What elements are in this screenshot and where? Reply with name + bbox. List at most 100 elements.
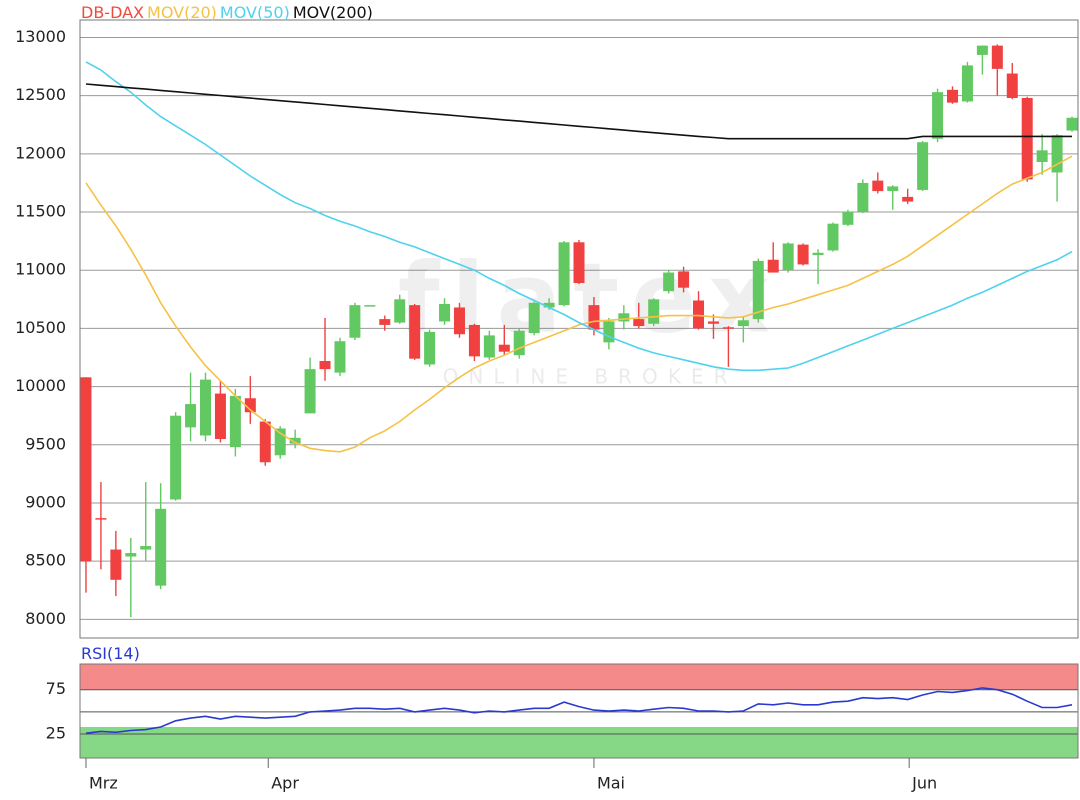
x-tick-label: Mai — [597, 774, 625, 793]
candle-body — [185, 404, 197, 428]
candle-body — [618, 313, 630, 322]
line — [85, 155, 1073, 453]
line — [85, 687, 1073, 734]
legend-entry: MOV(200) — [292, 3, 373, 22]
candle-body — [737, 320, 749, 327]
x-tick-label: Apr — [271, 774, 299, 793]
candle-body — [1036, 150, 1048, 162]
candle-body — [155, 508, 167, 586]
candle-body — [80, 377, 92, 562]
y-tick-label: 12500 — [15, 85, 66, 104]
candle-body — [319, 361, 331, 370]
candle-body — [379, 319, 391, 325]
watermark: flatex — [398, 242, 782, 354]
y-tick-label: 75 — [46, 679, 66, 698]
candle-body — [394, 299, 406, 323]
candle-body — [707, 321, 719, 324]
candle-body — [991, 45, 1003, 69]
candle-body — [244, 398, 256, 413]
y-tick-label: 10500 — [15, 318, 66, 337]
candle-body — [1051, 135, 1063, 173]
candle-body — [1066, 117, 1078, 131]
y-tick-label: 9500 — [25, 434, 66, 453]
candle-body — [453, 307, 465, 335]
candle-body — [812, 252, 824, 256]
candle-body — [932, 92, 944, 139]
candle-body — [439, 303, 451, 322]
candle-body — [693, 300, 705, 329]
candle-body — [961, 65, 973, 102]
legend-entry: RSI(14) — [81, 644, 140, 663]
candle-body — [797, 244, 809, 265]
y-tick-label: 11500 — [15, 202, 66, 221]
candle-body — [842, 212, 854, 225]
candle-body — [304, 369, 316, 414]
candle-body — [588, 305, 600, 330]
candle-body — [976, 45, 988, 55]
candle-body — [349, 305, 361, 338]
y-tick-label: 8500 — [25, 551, 66, 570]
legend: RSI(14) — [81, 645, 143, 663]
candle-body — [827, 223, 839, 251]
candle-body — [947, 89, 959, 103]
candle-body — [857, 182, 869, 213]
candle-body — [334, 341, 346, 373]
candle-body — [648, 299, 660, 324]
plot-border — [79, 19, 1079, 639]
y-tick-label: 8000 — [25, 609, 66, 628]
candle-body — [573, 242, 585, 284]
candle-body — [1006, 73, 1018, 98]
candle-body — [917, 142, 929, 190]
candle-body — [214, 393, 226, 439]
candle-body — [767, 259, 779, 273]
candle-body — [125, 553, 137, 557]
candle-body — [872, 180, 884, 192]
candle-body — [498, 344, 510, 352]
candle-body — [364, 305, 376, 307]
legend: DB-DAX MOV(20) MOV(50) MOV(200) — [81, 4, 376, 22]
y-tick-label: 13000 — [15, 27, 66, 46]
candle-body — [424, 331, 436, 365]
y-tick-label: 11000 — [15, 260, 66, 279]
candle-body — [170, 415, 182, 500]
legend-entry: MOV(20) — [147, 3, 217, 22]
candle-body — [543, 302, 555, 308]
candle-body — [483, 335, 495, 358]
line — [85, 83, 1072, 140]
candle-body — [289, 437, 301, 444]
legend-entry: DB-DAX — [81, 3, 145, 22]
candle-body — [633, 319, 645, 327]
candle-body — [199, 379, 211, 436]
candle-body — [558, 242, 570, 306]
plot-border — [79, 663, 1079, 759]
y-tick-label: 10000 — [15, 376, 66, 395]
candle-body — [229, 395, 241, 448]
line — [85, 61, 1073, 372]
candle-body — [663, 272, 675, 292]
y-tick-label: 9000 — [25, 492, 66, 511]
zone — [80, 664, 1078, 690]
watermark-sub: ONLINE BROKER — [443, 365, 738, 389]
candle-body — [110, 549, 122, 580]
candle-body — [887, 186, 899, 192]
legend-entry: MOV(50) — [219, 3, 290, 22]
candle-body — [513, 330, 525, 356]
candle-body — [1021, 97, 1033, 180]
plot-area — [80, 20, 1078, 638]
candle-body — [468, 324, 480, 357]
candle-body — [95, 518, 107, 520]
candle-body — [409, 305, 421, 359]
y-tick-label: 12000 — [15, 143, 66, 162]
candle-body — [259, 421, 271, 463]
x-tick-label: Mrz — [89, 774, 118, 793]
x-tick-label: Jun — [911, 774, 937, 793]
candle-body — [782, 243, 794, 271]
zone — [80, 726, 1078, 758]
candle-body — [902, 196, 914, 202]
candle-body — [752, 260, 764, 320]
candle-body — [678, 271, 690, 288]
candle-body — [603, 321, 615, 343]
candle-body — [140, 546, 152, 550]
